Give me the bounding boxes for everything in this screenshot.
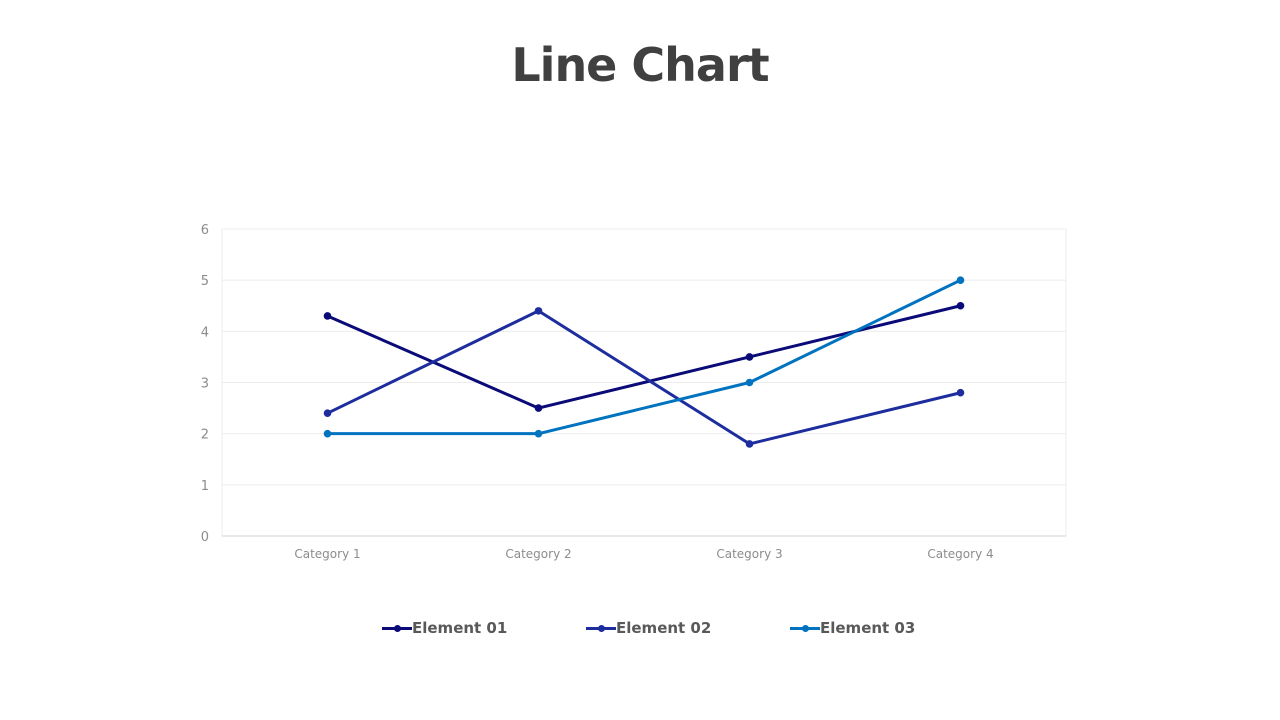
legend-item-element-03: Element 03 bbox=[790, 616, 915, 640]
legend-swatch-icon bbox=[382, 616, 412, 640]
series-line-3 bbox=[326, 278, 962, 436]
legend-item-element-01: Element 01 bbox=[382, 616, 507, 640]
y-tick-label: 0 bbox=[201, 530, 209, 545]
data-point bbox=[745, 353, 754, 361]
legend-label: Element 02 bbox=[616, 619, 712, 637]
x-tick-label: Category 2 bbox=[505, 547, 571, 561]
legend-swatch-icon bbox=[586, 616, 616, 640]
legend: Element 01 Element 02 Element 03 bbox=[0, 616, 1280, 640]
data-point bbox=[956, 276, 965, 284]
y-tick-label: 4 bbox=[201, 325, 209, 340]
data-point bbox=[956, 301, 965, 310]
data-point bbox=[745, 440, 754, 448]
y-tick-label: 5 bbox=[201, 274, 209, 289]
data-point bbox=[534, 404, 543, 412]
legend-label: Element 01 bbox=[412, 619, 508, 637]
series-line-2 bbox=[326, 309, 962, 446]
data-point bbox=[534, 307, 543, 315]
x-tick-label: Category 3 bbox=[716, 547, 782, 561]
legend-swatch-icon bbox=[790, 616, 820, 640]
x-tick-label: Category 1 bbox=[294, 547, 360, 561]
x-tick-label: Category 4 bbox=[927, 547, 993, 561]
y-tick-label: 2 bbox=[201, 428, 209, 443]
data-point bbox=[323, 312, 332, 320]
series-line-1 bbox=[326, 304, 962, 410]
data-point bbox=[956, 388, 965, 397]
y-tick-label: 3 bbox=[201, 377, 209, 392]
data-point bbox=[323, 429, 332, 438]
y-tick-label: 6 bbox=[201, 223, 209, 238]
data-point bbox=[323, 409, 332, 418]
legend-item-element-02: Element 02 bbox=[586, 616, 711, 640]
data-point bbox=[534, 429, 543, 438]
legend-label: Element 03 bbox=[820, 619, 916, 637]
data-point bbox=[745, 378, 754, 387]
chart-title: Line Chart bbox=[511, 38, 769, 92]
y-tick-label: 1 bbox=[201, 479, 209, 494]
